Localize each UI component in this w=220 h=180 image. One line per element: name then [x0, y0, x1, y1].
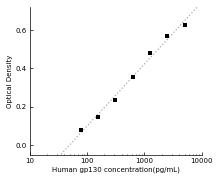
Point: [165, 35, 169, 38]
Point: [131, 75, 134, 78]
X-axis label: Human gp130 concentration(pg/mL): Human gp130 concentration(pg/mL): [52, 166, 180, 173]
Y-axis label: Optical Density: Optical Density: [7, 54, 13, 108]
Point: [183, 23, 186, 26]
Point: [79, 128, 83, 131]
Point: [96, 116, 100, 118]
Point: [114, 98, 117, 101]
Point: [148, 52, 152, 55]
